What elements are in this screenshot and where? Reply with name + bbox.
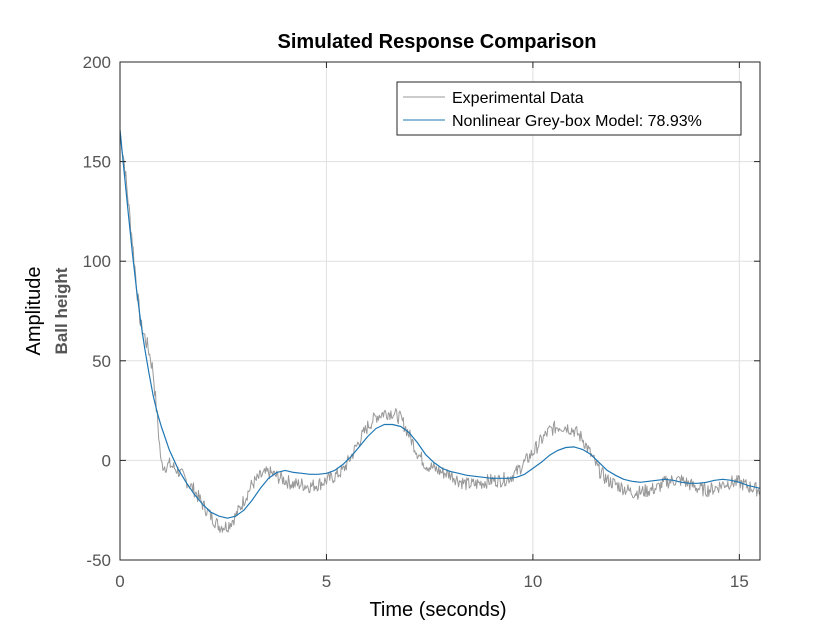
- y-tick-label: 100: [83, 252, 111, 271]
- x-tick-label: 5: [322, 572, 331, 591]
- y-tick-label: -50: [86, 551, 111, 570]
- x-axis-label: Time (seconds): [369, 599, 506, 621]
- y-tick-label: 150: [83, 153, 111, 172]
- x-tick-label: 10: [523, 572, 542, 591]
- series-experimental-line: [119, 131, 761, 533]
- plot-border: [119, 61, 761, 561]
- legend: Experimental Data Nonlinear Grey-box Mod…: [396, 81, 742, 136]
- legend-label-model: Nonlinear Grey-box Model: 78.93%: [452, 113, 702, 130]
- x-tick-label: 0: [115, 572, 124, 591]
- y-tick-label: 200: [83, 53, 111, 72]
- y-tick-label: 0: [102, 451, 111, 470]
- legend-label-experimental: Experimental Data: [452, 90, 584, 107]
- y-axis-sublabel: Ball height: [52, 267, 71, 354]
- x-tick-label: 15: [730, 572, 749, 591]
- chart-title: Simulated Response Comparison: [278, 31, 597, 53]
- y-axis-label: Amplitude: [23, 267, 45, 356]
- plot-area: [120, 62, 760, 560]
- legend-box: [396, 81, 742, 136]
- series-model-line: [119, 129, 761, 519]
- y-tick-label: 50: [92, 352, 111, 371]
- series-layer: [119, 129, 761, 533]
